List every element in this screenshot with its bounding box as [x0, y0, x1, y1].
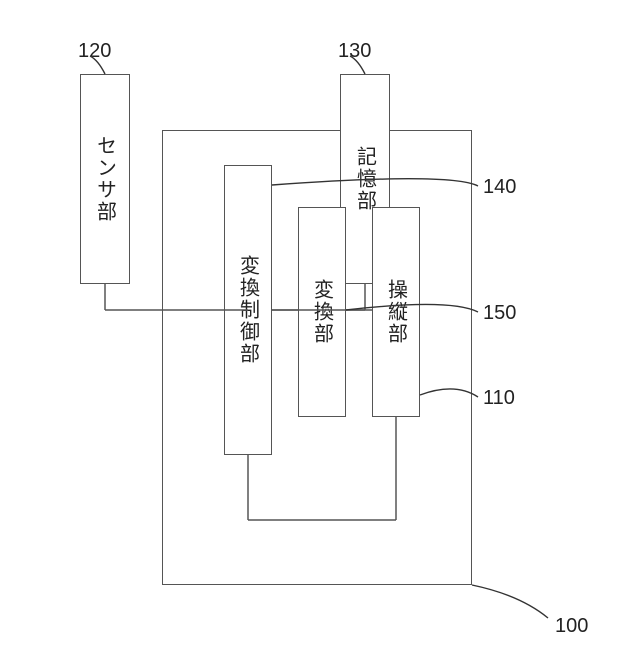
ref-sensor: 120	[78, 40, 111, 63]
block-conversion-control: 変換制御部	[224, 165, 272, 455]
ref-conversion-control: 140	[483, 176, 516, 199]
block-maneuver-label: 操縦部	[382, 279, 411, 345]
block-maneuver: 操縦部	[372, 207, 420, 417]
lead-line	[472, 585, 548, 618]
block-conversion: 変換部	[298, 207, 346, 417]
ref-memory: 130	[338, 40, 371, 63]
block-sensor-label: センサ部	[91, 135, 120, 223]
ref-system: 100	[555, 615, 588, 638]
diagram-stage: センサ部 記憶部 変換制御部 変換部 操縦部 120 130 140 150 1…	[0, 0, 622, 661]
block-memory-label: 記憶部	[351, 146, 380, 212]
ref-maneuver: 110	[483, 387, 515, 410]
block-sensor: センサ部	[80, 74, 130, 284]
ref-conversion: 150	[483, 302, 516, 325]
block-conversion-control-label: 変換制御部	[234, 255, 263, 365]
block-conversion-label: 変換部	[308, 279, 337, 345]
